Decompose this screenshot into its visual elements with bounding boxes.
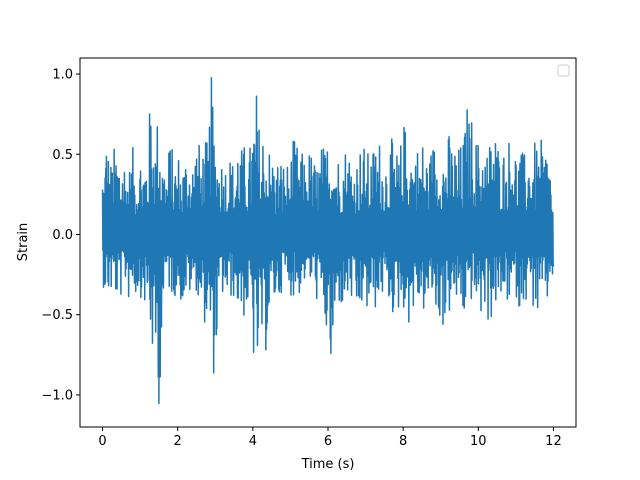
y-axis-ticks: −1.0 −0.5 0.0 0.5 1.0 (41, 68, 80, 403)
y-tick-label: 0.5 (52, 148, 73, 163)
y-tick-label: −0.5 (41, 308, 73, 323)
data-layer (101, 76, 555, 405)
x-axis-label: Time (s) (301, 457, 355, 472)
x-tick-label: 4 (249, 434, 257, 449)
y-tick-label: −1.0 (41, 388, 73, 403)
x-tick-label: 8 (399, 434, 407, 449)
y-tick-label: 0.0 (52, 228, 73, 243)
strain-series-line (101, 76, 555, 405)
y-axis-label: Strain (16, 223, 31, 262)
plot-frame (79, 57, 577, 428)
x-tick-label: 12 (545, 434, 562, 449)
x-tick-label: 0 (98, 434, 106, 449)
x-tick-label: 10 (470, 434, 487, 449)
x-tick-label: 2 (174, 434, 182, 449)
y-tick-label: 1.0 (52, 68, 73, 83)
legend-box (557, 64, 570, 77)
x-tick-label: 6 (324, 434, 332, 449)
x-axis-ticks: 0 2 4 6 8 10 12 (98, 427, 562, 449)
